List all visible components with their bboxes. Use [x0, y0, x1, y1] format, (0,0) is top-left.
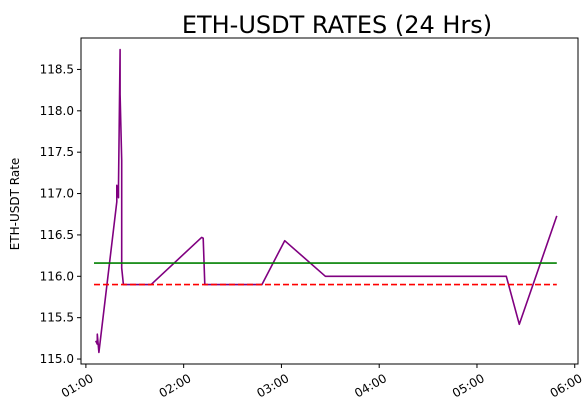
y-tick-label: 117.5 — [40, 145, 74, 159]
x-tick-label: 05:00 — [450, 371, 487, 400]
plot-frame — [80, 37, 579, 365]
y-tick-label: 118.5 — [40, 62, 74, 76]
y-tick-label: 117.0 — [40, 187, 74, 201]
y-axis-label: ETH-USDT Rate — [8, 158, 22, 251]
y-tick-label: 115.0 — [40, 352, 74, 366]
x-tick-label: 04:00 — [352, 371, 389, 400]
rate-series-line — [94, 48, 558, 354]
x-tick-label: 01:00 — [59, 371, 96, 400]
y-tick-label: 115.5 — [40, 311, 74, 325]
x-tick-label: 06:00 — [548, 371, 585, 400]
y-tick-label: 116.0 — [40, 269, 74, 283]
chart-title: ETH-USDT RATES (24 Hrs) — [182, 11, 492, 39]
y-tick-label: 118.0 — [40, 104, 74, 118]
y-tick-label: 116.5 — [40, 228, 74, 242]
x-tick-label: 02:00 — [157, 371, 194, 400]
plot-area — [94, 48, 558, 354]
x-tick-label: 03:00 — [254, 371, 291, 400]
